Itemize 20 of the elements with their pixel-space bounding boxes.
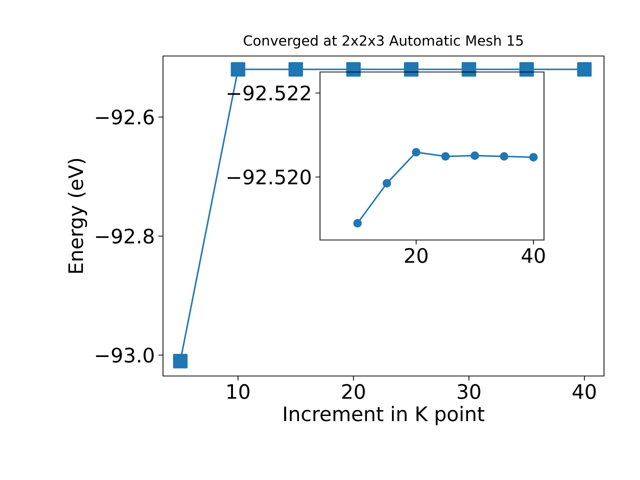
y-tick-label: −92.6 [96,109,154,125]
point [500,152,508,161]
point [353,218,362,228]
y-axis-title: Energy (eV) [68,158,88,273]
point [441,152,450,161]
x-axis-title: Increment in K point [284,406,484,426]
x-tick-label: 40 [522,248,545,264]
point [529,153,538,162]
x-tick-label: 20 [342,384,365,400]
point [470,151,480,160]
x-tick-label: 20 [404,248,428,264]
x-tick-label: 30 [458,384,480,400]
chart-title: Converged at 2x2x3 Automatic Mesh 15 [244,35,523,49]
point [412,148,420,156]
y-tick-label: −93.0 [96,348,154,363]
y-tick-label: −92.520 [228,169,311,185]
x-tick-label: 40 [572,384,596,400]
x-tick-label: 10 [228,384,250,400]
point [382,179,392,188]
y-tick-label: −92.8 [96,228,154,244]
